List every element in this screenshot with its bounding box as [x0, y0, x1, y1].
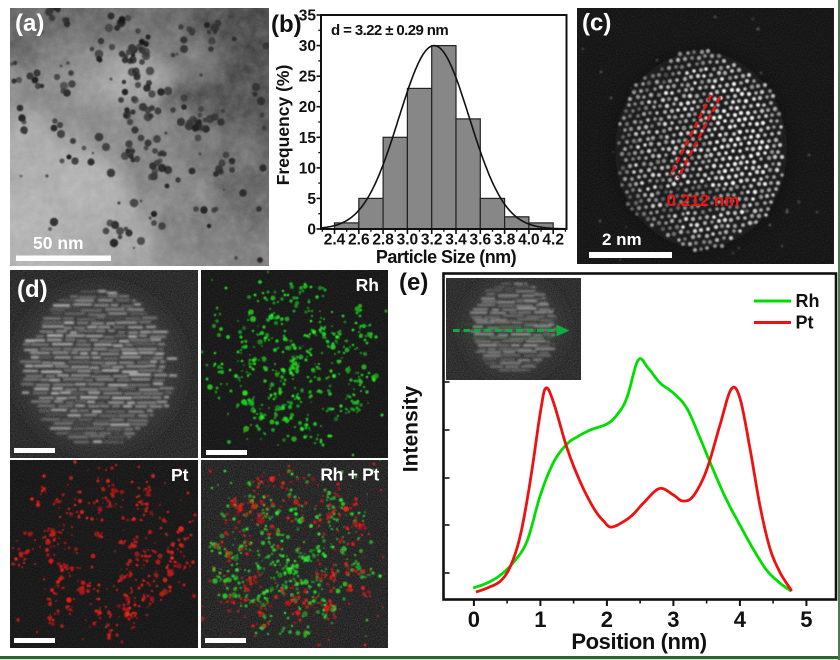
svg-text:2.6: 2.6	[348, 232, 370, 249]
svg-text:3.6: 3.6	[470, 232, 492, 249]
svg-text:(e): (e)	[399, 269, 428, 296]
svg-text:Position (nm): Position (nm)	[571, 629, 706, 654]
svg-text:4.0: 4.0	[518, 232, 540, 249]
svg-text:(d): (d)	[17, 276, 48, 303]
svg-text:Pt: Pt	[171, 465, 189, 485]
svg-text:25: 25	[299, 69, 317, 86]
svg-text:0.212 nm: 0.212 nm	[667, 191, 740, 210]
svg-text:5: 5	[800, 607, 812, 632]
svg-text:20: 20	[299, 99, 316, 116]
svg-text:15: 15	[299, 130, 317, 147]
svg-text:(a): (a)	[15, 10, 44, 37]
svg-text:4: 4	[734, 607, 747, 632]
svg-text:0: 0	[307, 222, 316, 239]
svg-text:50 nm: 50 nm	[33, 233, 84, 253]
svg-text:3: 3	[667, 607, 679, 632]
svg-text:30: 30	[299, 38, 316, 55]
svg-text:Frequency (%): Frequency (%)	[273, 65, 293, 186]
svg-text:2 nm: 2 nm	[602, 230, 642, 249]
svg-text:3.2: 3.2	[421, 232, 443, 249]
svg-text:10: 10	[299, 160, 316, 177]
svg-text:(c): (c)	[582, 10, 611, 37]
svg-text:2.4: 2.4	[324, 232, 346, 249]
svg-text:Rh + Pt: Rh + Pt	[320, 465, 379, 485]
svg-text:3.0: 3.0	[397, 232, 419, 249]
svg-text:35: 35	[299, 8, 317, 25]
svg-text:Rh: Rh	[796, 291, 820, 311]
svg-text:Rh: Rh	[356, 275, 379, 295]
svg-text:3.4: 3.4	[445, 232, 467, 249]
svg-text:2.8: 2.8	[372, 232, 394, 249]
svg-text:Intensity: Intensity	[400, 386, 423, 473]
svg-text:Pt: Pt	[796, 313, 814, 333]
svg-text:(b): (b)	[271, 11, 302, 38]
svg-text:1: 1	[534, 607, 546, 632]
svg-text:Particle Size (nm): Particle Size (nm)	[376, 247, 517, 267]
svg-text:2: 2	[601, 607, 613, 632]
svg-text:3.8: 3.8	[494, 232, 516, 249]
svg-text:d = 3.22 ± 0.29 nm: d = 3.22 ± 0.29 nm	[331, 22, 448, 39]
svg-text:4.2: 4.2	[542, 232, 564, 249]
svg-text:0: 0	[468, 607, 480, 632]
svg-text:5: 5	[307, 191, 316, 208]
